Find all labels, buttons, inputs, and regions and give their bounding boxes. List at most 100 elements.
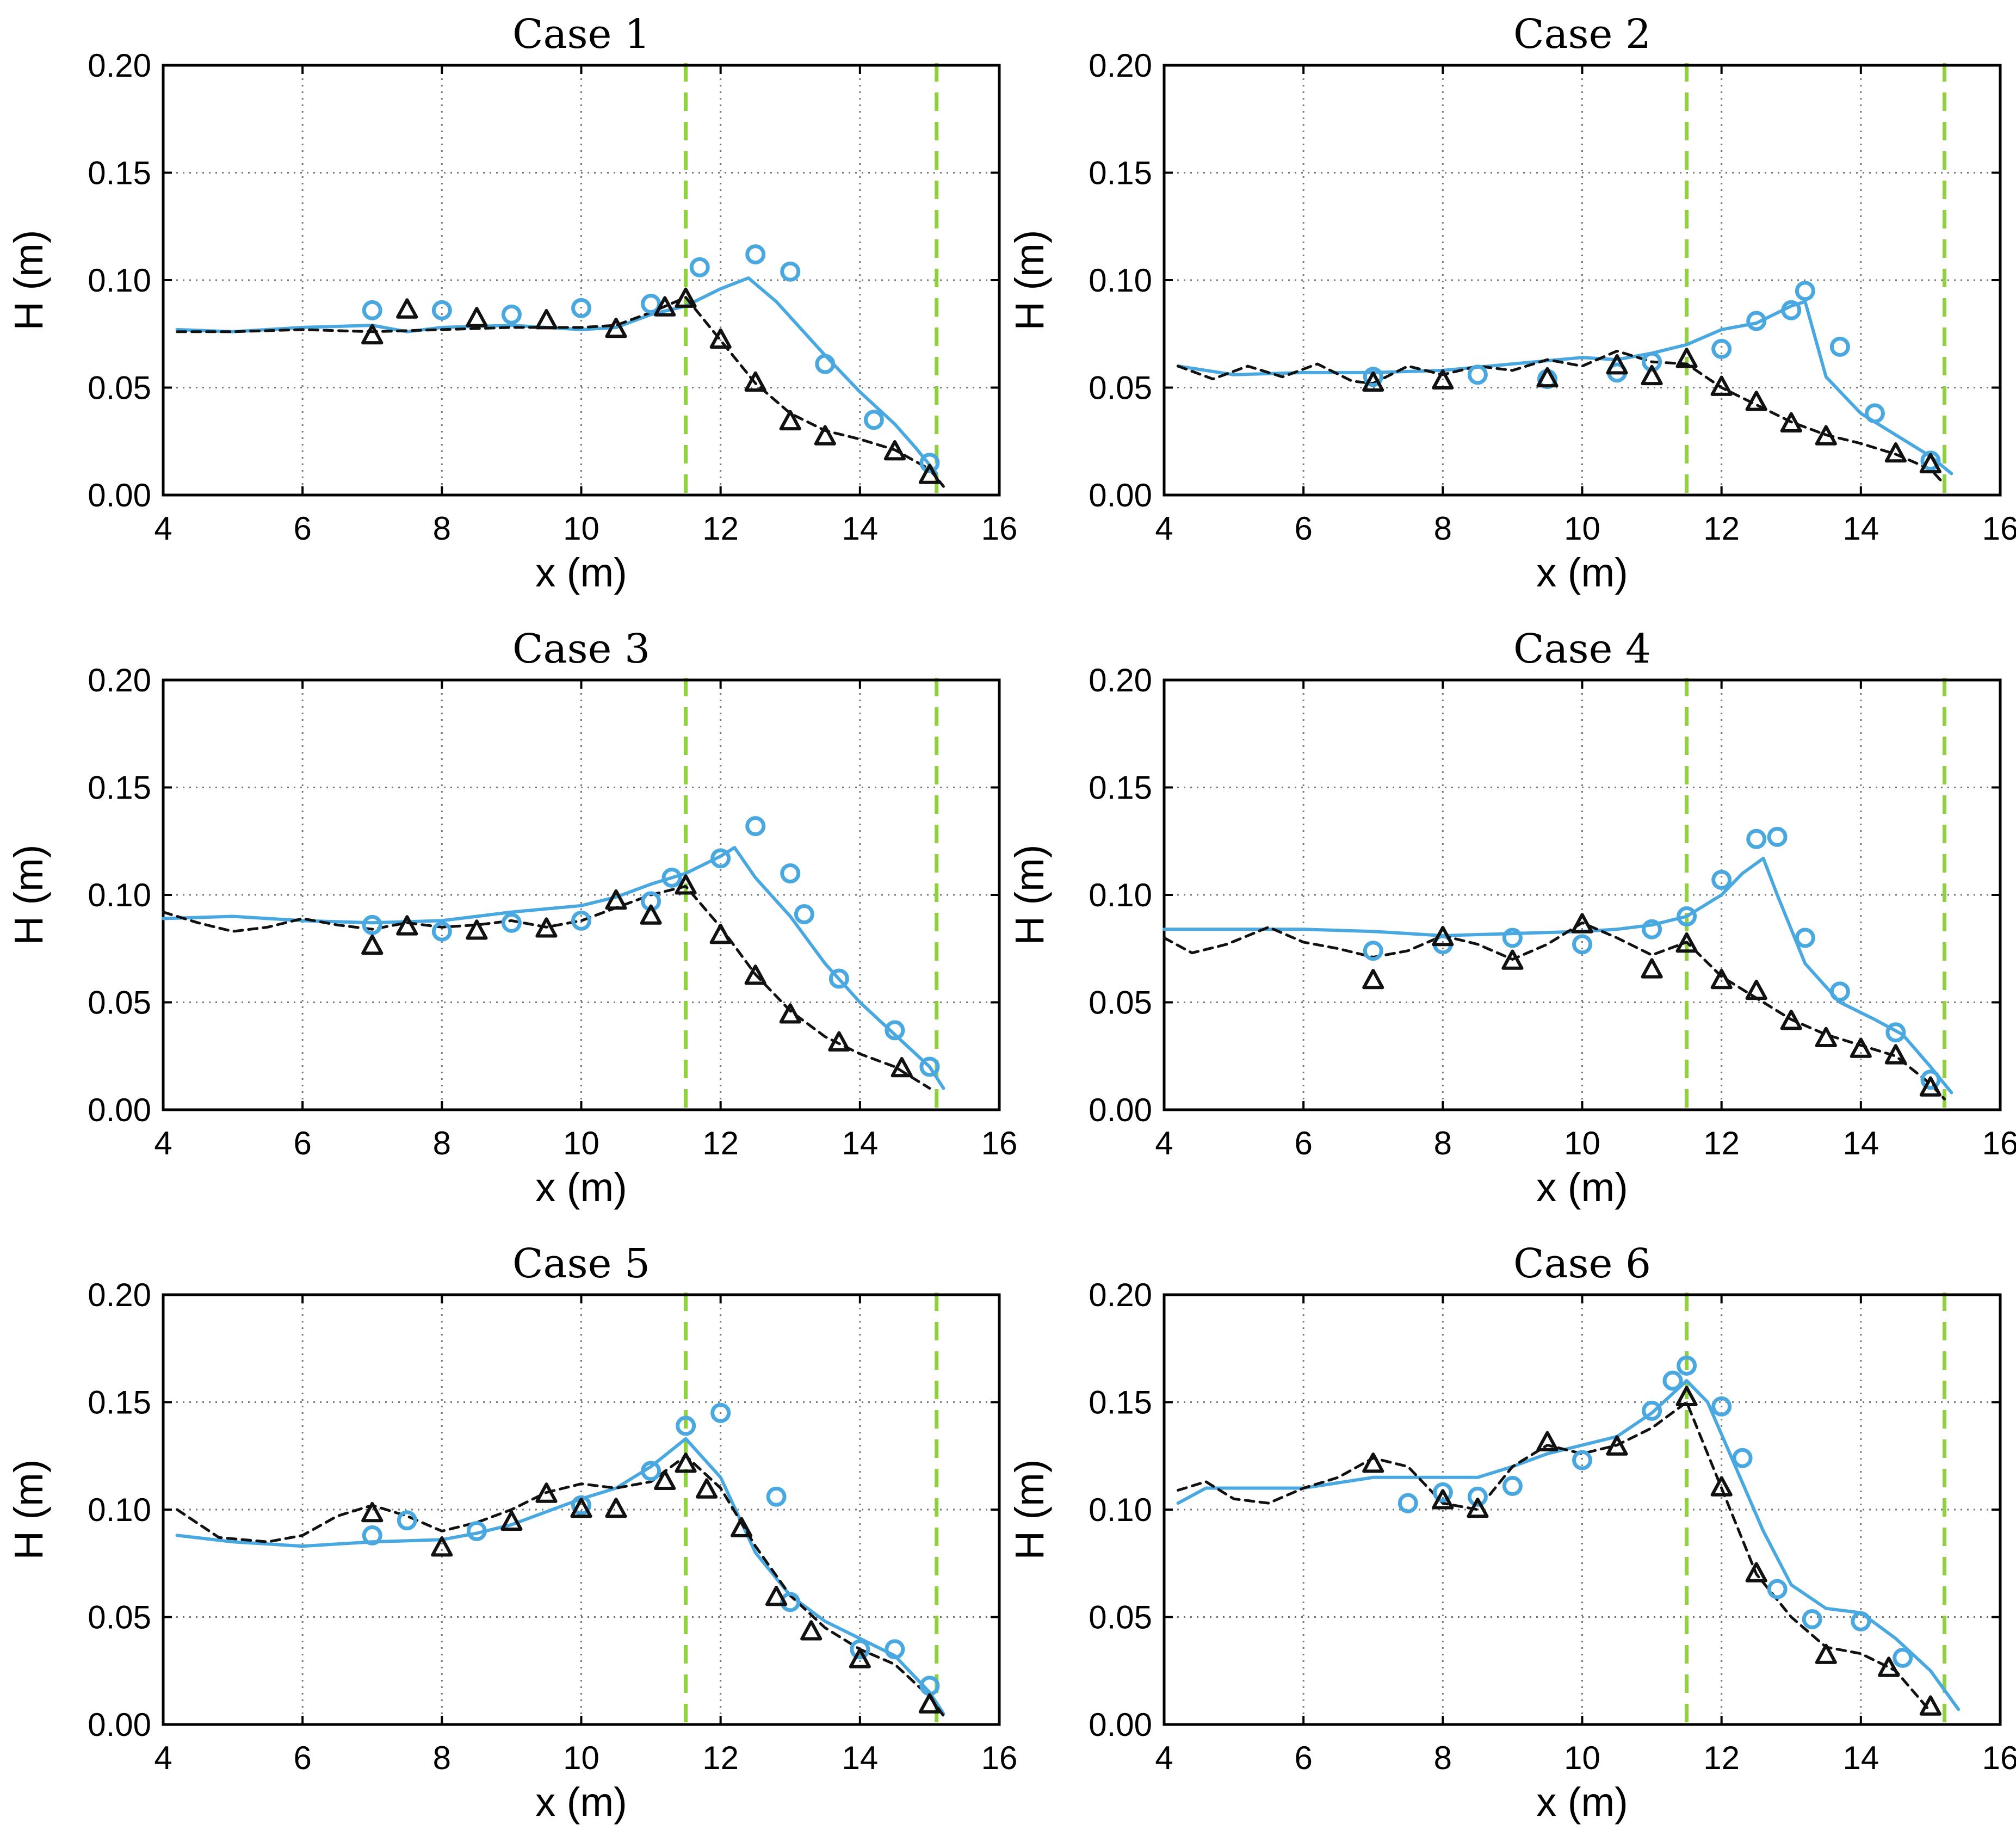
data-point-triangle [1780,1010,1802,1030]
data-point-triangle [709,328,732,349]
x-tick-label: 10 [1564,1125,1600,1161]
x-tick-label: 16 [981,510,1018,547]
x-tick-label: 12 [702,1125,739,1161]
data-point-circle [1642,1400,1662,1421]
y-tick-label: 0.20 [88,47,151,84]
chart-title: Case 5 [512,1240,650,1287]
data-point-circle [1829,336,1850,357]
data-point-triangle [849,1648,871,1668]
x-tick-label: 6 [293,510,311,547]
data-point-circle [1677,1355,1697,1376]
data-point-circle [1711,1396,1732,1417]
data-point-circle [1642,351,1662,372]
x-axis-label: x (m) [1536,1165,1628,1210]
x-tick-label: 12 [1703,1125,1740,1161]
data-point-circle [850,1639,870,1660]
x-axis-label: x (m) [1536,1779,1628,1825]
y-axis-label: H (m) [6,845,51,945]
x-tick-label: 12 [1703,1740,1740,1776]
x-tick-label: 8 [433,1740,451,1776]
data-point-triangle [765,1585,788,1606]
data-point-circle [794,904,814,925]
chart-panel-1: Case 1 4 6 8 10 12 14 16 0.00 0.05 0.10 0.15 0.20 x (… [6,11,1017,595]
data-point-triangle [1745,391,1767,411]
data-point-triangle [431,1536,453,1557]
x-tick-label: 6 [293,1125,311,1161]
data-point-circle [745,816,766,837]
data-point-triangle [605,1498,627,1518]
data-point-circle [1467,1486,1488,1507]
data-point-circle [1767,1579,1788,1599]
y-tick-label: 0.10 [1089,1492,1152,1528]
data-point-circle [745,244,766,265]
data-point-triangle [1745,1562,1767,1582]
x-axis-label: x (m) [535,1165,627,1210]
data-point-circle [766,1486,787,1507]
x-tick-label: 16 [981,1740,1018,1776]
data-point-circle [828,968,849,989]
data-point-triangle [1675,932,1698,953]
x-tick-label: 12 [702,510,739,547]
y-tick-label: 0.10 [88,262,151,299]
data-point-circle [885,1639,905,1660]
x-tick-label: 16 [981,1125,1018,1161]
data-point-circle [780,1592,801,1612]
series-line-dashed [176,1454,945,1717]
data-point-triangle [828,1031,850,1052]
y-tick-label: 0.15 [1089,770,1152,806]
data-point-triangle [1432,926,1454,947]
x-tick-label: 4 [1155,1740,1173,1776]
data-point-triangle [654,1469,676,1490]
data-point-circle [710,848,731,869]
data-point-circle [1920,1070,1941,1090]
x-axis-label: x (m) [1536,550,1628,595]
x-tick-label: 8 [1434,1125,1452,1161]
y-tick-label: 0.10 [88,877,151,913]
x-tick-label: 16 [1982,1125,2016,1161]
data-point-triangle [675,874,697,895]
y-axis-label: H (m) [1007,1460,1052,1560]
series-line-dashed [1177,349,1946,486]
data-point-triangle [779,410,801,431]
data-point-triangle [570,1498,592,1518]
data-point-triangle [1501,949,1524,970]
data-point-circle [1851,1611,1871,1631]
data-point-triangle [1878,1656,1900,1677]
data-point-triangle [1815,425,1837,446]
chart-panel-3: Case 3 4 6 8 10 12 14 16 0.00 0.05 0.10 0.15 0.20 x (… [6,626,1017,1210]
y-tick-label: 0.10 [88,1492,151,1528]
data-point-triangle [1606,354,1628,375]
data-point-circle [1467,364,1488,385]
chart-title: Case 3 [512,626,650,672]
data-point-triangle [1710,969,1733,990]
y-tick-label: 0.00 [1089,1707,1152,1743]
series-line-solid [175,1437,945,1716]
chart-title: Case 2 [1513,11,1651,58]
data-point-triangle [361,1501,384,1523]
data-point-circle [431,921,452,942]
data-point-triangle [1606,1435,1628,1456]
data-point-triangle [396,298,418,319]
data-point-triangle [883,440,906,461]
data-point-triangle [466,919,488,940]
data-point-circle [1711,338,1732,359]
data-point-circle [689,257,710,277]
data-point-triangle [744,965,766,985]
data-point-triangle [654,296,676,317]
data-point-triangle [1536,367,1559,388]
x-tick-label: 14 [842,1740,878,1776]
data-point-circle [1662,1370,1683,1391]
x-tick-label: 10 [563,1125,599,1161]
data-point-triangle [890,1057,913,1078]
x-tick-label: 4 [1155,1125,1173,1161]
data-point-triangle [1362,371,1384,392]
data-point-circle [710,1402,731,1423]
data-point-circle [780,863,801,883]
data-point-triangle [1919,1695,1941,1716]
series-line-solid [162,846,945,1090]
data-point-triangle [1432,369,1454,390]
data-point-triangle [1641,364,1663,386]
y-tick-label: 0.00 [88,1092,151,1128]
y-tick-label: 0.00 [88,477,151,514]
